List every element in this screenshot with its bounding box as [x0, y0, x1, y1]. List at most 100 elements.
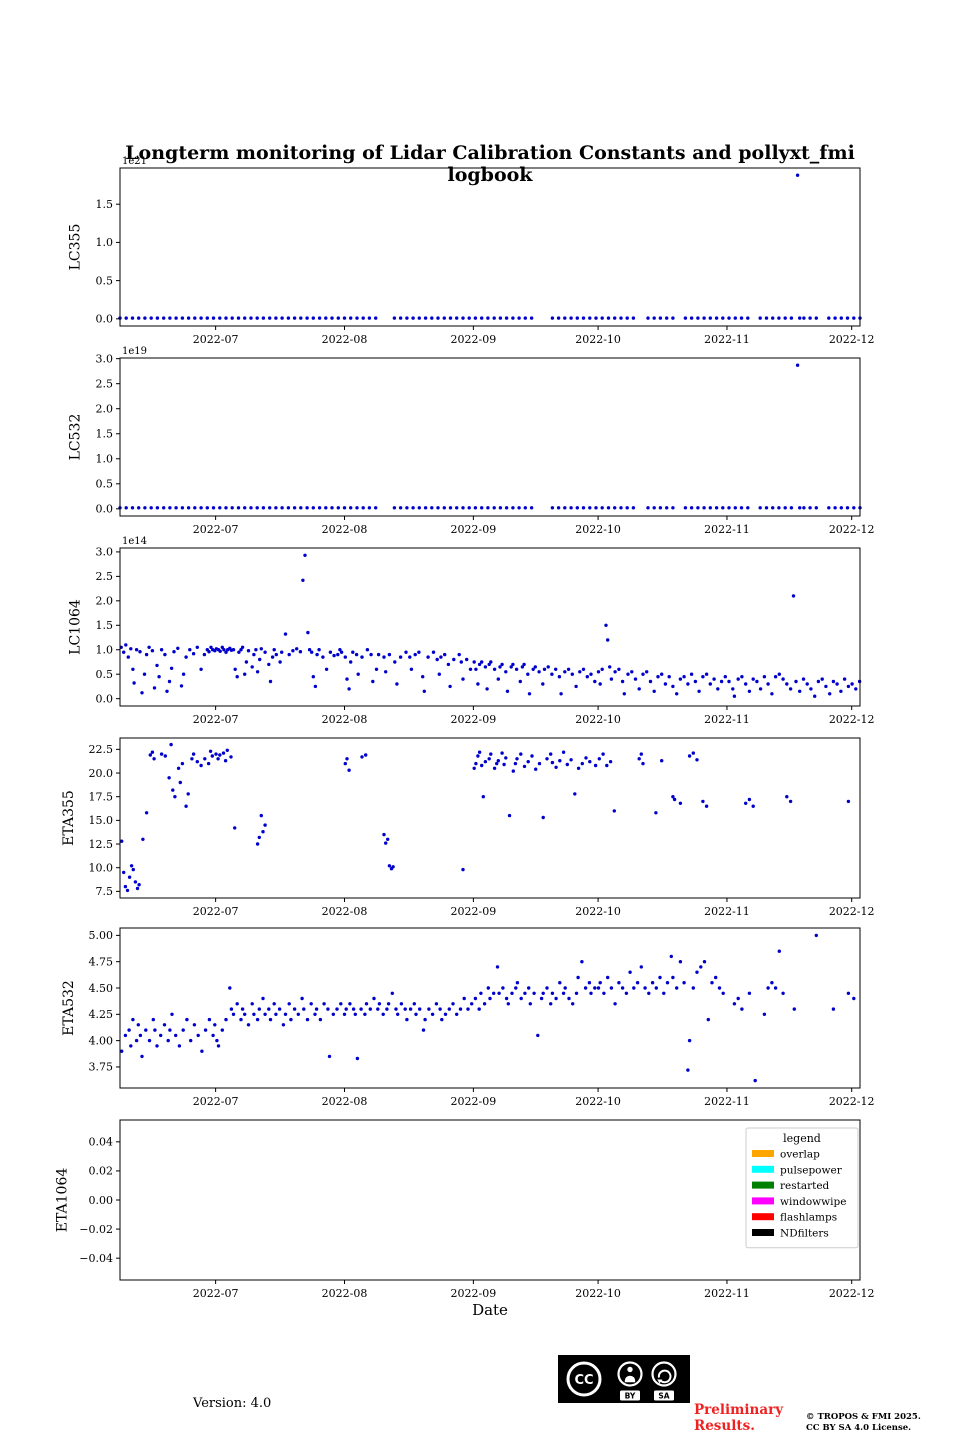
- legend-swatch-NDfilters: [752, 1229, 774, 1236]
- data-point: [185, 1017, 189, 1022]
- axes-frame: [119, 167, 861, 327]
- data-point: [152, 686, 157, 690]
- data-point: [578, 670, 582, 674]
- data-point: [596, 670, 601, 674]
- data-point: [814, 933, 818, 938]
- data-point: [203, 757, 207, 761]
- data-point: [485, 687, 489, 691]
- data-point: [381, 1012, 385, 1016]
- data-point: [369, 652, 373, 657]
- data-point: [123, 1033, 128, 1038]
- data-point: [179, 684, 184, 688]
- data-point: [300, 996, 304, 1001]
- data-point: [180, 506, 185, 510]
- data-point: [639, 752, 643, 756]
- data-point: [134, 648, 139, 652]
- data-point: [589, 991, 593, 995]
- data-point: [554, 667, 558, 671]
- data-point: [199, 316, 203, 320]
- data-point: [498, 665, 502, 669]
- data-point: [852, 316, 856, 320]
- data-point: [766, 682, 770, 686]
- data-point: [495, 761, 499, 766]
- data-point: [630, 670, 634, 674]
- data-point: [665, 316, 669, 320]
- data-point: [163, 754, 167, 758]
- data-point: [650, 981, 655, 985]
- data-point: [687, 1038, 692, 1043]
- data-point: [601, 752, 605, 756]
- subplot-eta355: 7.5 10.0 12.5 15.0 17.5 20.0 22.5 2022-07 2022-0…: [61, 737, 875, 918]
- data-point: [747, 991, 752, 995]
- data-point: [488, 996, 492, 1001]
- data-point: [489, 660, 493, 664]
- data-point: [781, 991, 785, 995]
- data-point: [455, 1012, 459, 1016]
- data-point: [326, 1007, 330, 1011]
- data-point: [120, 1049, 124, 1053]
- data-point: [461, 316, 465, 320]
- data-point: [137, 316, 141, 320]
- data-point: [839, 689, 843, 693]
- data-point: [208, 749, 213, 753]
- data-point: [625, 316, 629, 320]
- data-point: [224, 1017, 228, 1022]
- data-point: [588, 506, 592, 510]
- data-point: [229, 1007, 234, 1011]
- data-point: [842, 677, 847, 681]
- data-point: [798, 506, 802, 510]
- y-tick-label: 2.0: [96, 595, 114, 608]
- data-point: [398, 506, 403, 510]
- data-point: [461, 677, 465, 681]
- data-point: [569, 506, 573, 510]
- data-point: [137, 883, 141, 887]
- x-axis-title: Date: [472, 1301, 508, 1319]
- data-point: [597, 757, 601, 761]
- data-point: [480, 660, 484, 664]
- subplot-lc532: 0.0 0.5 1.0 1.5 2.0 2.5 3.0 2022-07 2022-08 2022-…: [68, 346, 875, 536]
- data-point: [714, 316, 719, 320]
- y-tick-label: 1.5: [96, 619, 114, 632]
- data-point: [162, 1023, 167, 1027]
- data-point: [744, 801, 748, 805]
- data-point: [184, 655, 188, 659]
- subplot-lc1064: 0.0 0.5 1.0 1.5 2.0 2.5 3.0 2022-07 2022-08 2022-…: [68, 536, 875, 726]
- data-point: [313, 684, 318, 689]
- data-point: [477, 1007, 481, 1011]
- y-tick-label: 0.0: [96, 692, 114, 705]
- data-point: [686, 682, 690, 686]
- data-point: [250, 665, 254, 669]
- data-point: [576, 766, 581, 770]
- y-axis-label: LC532: [68, 414, 84, 461]
- data-point: [587, 981, 592, 985]
- copyright-note: © TROPOS & FMI 2025. CC BY SA 4.0 Licens…: [806, 1412, 921, 1434]
- data-point: [588, 316, 592, 320]
- data-point: [671, 795, 675, 799]
- data-point: [443, 1012, 448, 1016]
- data-point: [261, 996, 265, 1001]
- data-point: [413, 652, 417, 657]
- data-point: [758, 316, 762, 320]
- data-point: [124, 316, 128, 320]
- data-point: [510, 991, 514, 995]
- data-point: [210, 754, 214, 758]
- data-point: [846, 684, 851, 689]
- data-point: [382, 655, 386, 659]
- data-point: [180, 761, 185, 766]
- subplot-eta1064: −0.04 −0.02 0.00 0.02 0.04 2022-07 2022-08 2022…: [55, 1119, 875, 1300]
- data-point: [359, 1007, 363, 1011]
- data-point: [144, 811, 149, 815]
- x-tick-label: 2022-11: [704, 523, 750, 536]
- y-tick-label: 4.50: [89, 982, 114, 995]
- data-point: [744, 682, 748, 686]
- data-point: [361, 506, 365, 510]
- data-point: [852, 996, 856, 1001]
- data-point: [229, 755, 233, 759]
- data-point: [511, 506, 515, 510]
- data-point: [122, 870, 126, 875]
- data-point: [678, 677, 683, 681]
- data-point: [658, 975, 662, 980]
- data-point: [620, 679, 625, 684]
- data-point: [347, 768, 351, 772]
- x-tick-label: 2022-12: [829, 333, 875, 346]
